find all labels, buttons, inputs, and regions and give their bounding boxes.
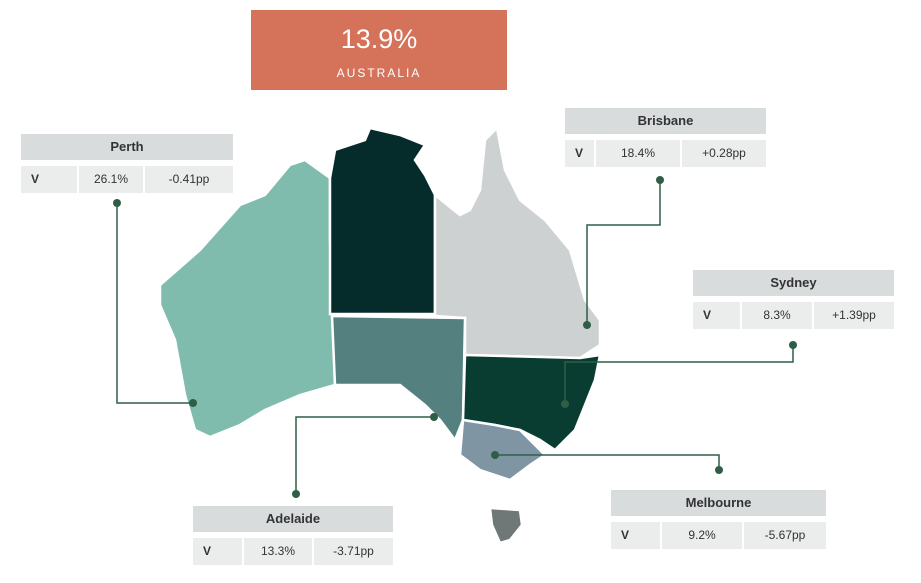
- header: 13.9% AUSTRALIA: [251, 10, 507, 90]
- city-row: V 26.1% -0.41pp: [21, 166, 233, 193]
- header-label: AUSTRALIA: [336, 66, 422, 80]
- city-value: 8.3%: [742, 302, 812, 329]
- callout-dot: [561, 400, 569, 408]
- city-card: Perth V 26.1% -0.41pp: [21, 134, 233, 193]
- city-code: V: [693, 302, 740, 329]
- city-change: -3.71pp: [314, 538, 393, 565]
- callout-dot: [656, 176, 664, 184]
- city-row: V 18.4% +0.28pp: [565, 140, 766, 167]
- callout-line: [495, 454, 720, 470]
- city-change: +0.28pp: [682, 140, 766, 167]
- callout-line: [564, 345, 794, 404]
- city-card: Adelaide V 13.3% -3.71pp: [193, 506, 393, 565]
- callout-dot: [583, 321, 591, 329]
- region-vic: [458, 418, 547, 482]
- city-code: V: [565, 140, 594, 167]
- callout-dot: [292, 490, 300, 498]
- callout-dot: [113, 199, 121, 207]
- city-code: V: [611, 522, 660, 549]
- region-tas: [488, 506, 524, 545]
- callout-line: [295, 416, 434, 494]
- callout-line: [116, 203, 193, 404]
- city-code: V: [193, 538, 242, 565]
- city-code: V: [21, 166, 77, 193]
- callout-dot: [430, 413, 438, 421]
- callout-dot: [189, 399, 197, 407]
- city-card: Brisbane V 18.4% +0.28pp: [565, 108, 766, 167]
- city-row: V 13.3% -3.71pp: [193, 538, 393, 565]
- region-sa: [330, 314, 467, 443]
- city-name: Adelaide: [193, 506, 393, 532]
- city-row: V 9.2% -5.67pp: [611, 522, 826, 549]
- city-name: Melbourne: [611, 490, 826, 516]
- city-value: 9.2%: [662, 522, 742, 549]
- callout-dot: [491, 451, 499, 459]
- callout-line: [586, 180, 661, 325]
- city-value: 18.4%: [596, 140, 680, 167]
- header-value: 13.9%: [340, 24, 418, 54]
- city-name: Sydney: [693, 270, 894, 296]
- city-row: V 8.3% +1.39pp: [693, 302, 894, 329]
- city-value: 26.1%: [79, 166, 143, 193]
- city-card: Melbourne V 9.2% -5.67pp: [611, 490, 826, 549]
- callout-dot: [715, 466, 723, 474]
- region-nt: [328, 126, 437, 316]
- city-change: -5.67pp: [744, 522, 826, 549]
- callout-dot: [789, 341, 797, 349]
- city-change: -0.41pp: [145, 166, 233, 193]
- city-change: +1.39pp: [814, 302, 894, 329]
- city-card: Sydney V 8.3% +1.39pp: [693, 270, 894, 329]
- city-value: 13.3%: [244, 538, 312, 565]
- city-name: Brisbane: [565, 108, 766, 134]
- region-wa: [158, 158, 337, 439]
- city-name: Perth: [21, 134, 233, 160]
